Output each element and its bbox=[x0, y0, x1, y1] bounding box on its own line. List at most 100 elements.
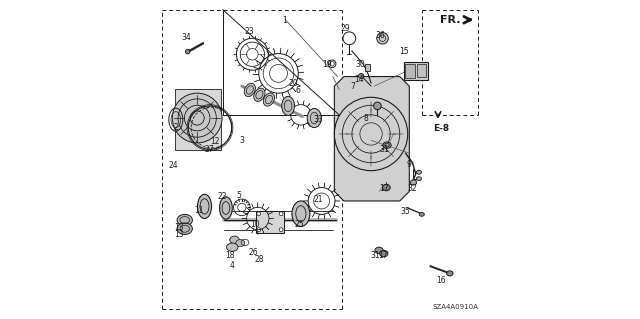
Text: 17: 17 bbox=[378, 251, 387, 260]
Text: 15: 15 bbox=[399, 47, 408, 56]
Polygon shape bbox=[268, 48, 270, 49]
Polygon shape bbox=[334, 77, 410, 201]
Text: 31: 31 bbox=[370, 251, 380, 260]
Bar bbox=[417, 64, 426, 77]
Text: 31: 31 bbox=[379, 145, 388, 154]
Polygon shape bbox=[287, 91, 291, 96]
Ellipse shape bbox=[236, 240, 244, 247]
Polygon shape bbox=[298, 125, 299, 129]
Polygon shape bbox=[243, 38, 244, 41]
Ellipse shape bbox=[307, 108, 321, 128]
Ellipse shape bbox=[375, 247, 383, 254]
Polygon shape bbox=[262, 229, 264, 233]
Polygon shape bbox=[252, 204, 253, 208]
Bar bbox=[365, 64, 371, 71]
Text: 22: 22 bbox=[218, 192, 227, 201]
Polygon shape bbox=[298, 100, 299, 105]
Text: FR.: FR. bbox=[440, 15, 460, 25]
Polygon shape bbox=[268, 212, 273, 214]
Text: 19: 19 bbox=[322, 60, 332, 69]
Polygon shape bbox=[292, 123, 294, 126]
Polygon shape bbox=[268, 223, 273, 225]
Circle shape bbox=[377, 33, 388, 44]
Polygon shape bbox=[303, 125, 304, 129]
Polygon shape bbox=[298, 78, 303, 79]
Text: 12: 12 bbox=[211, 137, 220, 146]
Polygon shape bbox=[318, 214, 319, 219]
Text: 24: 24 bbox=[168, 161, 178, 170]
Polygon shape bbox=[260, 68, 262, 70]
Polygon shape bbox=[267, 51, 269, 56]
Ellipse shape bbox=[220, 197, 232, 219]
Polygon shape bbox=[269, 92, 271, 97]
Text: 26: 26 bbox=[248, 248, 258, 256]
Polygon shape bbox=[332, 189, 336, 192]
Polygon shape bbox=[264, 64, 267, 66]
Circle shape bbox=[257, 228, 260, 232]
Ellipse shape bbox=[292, 201, 310, 226]
Polygon shape bbox=[312, 212, 315, 217]
Polygon shape bbox=[266, 207, 269, 211]
Polygon shape bbox=[280, 48, 281, 54]
Ellipse shape bbox=[177, 214, 193, 226]
Text: 34: 34 bbox=[181, 33, 191, 42]
Ellipse shape bbox=[177, 223, 193, 234]
Polygon shape bbox=[332, 210, 336, 213]
Polygon shape bbox=[268, 60, 270, 61]
Ellipse shape bbox=[244, 83, 255, 97]
Ellipse shape bbox=[282, 96, 294, 115]
Polygon shape bbox=[324, 214, 325, 219]
Polygon shape bbox=[297, 65, 303, 67]
Text: 27: 27 bbox=[204, 145, 214, 154]
Polygon shape bbox=[307, 210, 312, 213]
Ellipse shape bbox=[447, 271, 453, 276]
Polygon shape bbox=[334, 205, 339, 207]
Text: 8: 8 bbox=[364, 114, 368, 122]
Polygon shape bbox=[252, 229, 253, 233]
Text: 1: 1 bbox=[282, 16, 287, 25]
Text: 18: 18 bbox=[225, 251, 235, 260]
Ellipse shape bbox=[198, 194, 212, 219]
Text: 35: 35 bbox=[401, 207, 410, 216]
Ellipse shape bbox=[230, 236, 239, 244]
Polygon shape bbox=[253, 74, 259, 75]
Ellipse shape bbox=[417, 170, 422, 174]
Polygon shape bbox=[287, 119, 292, 121]
Polygon shape bbox=[328, 185, 331, 189]
Polygon shape bbox=[260, 38, 262, 41]
Polygon shape bbox=[257, 61, 262, 63]
Polygon shape bbox=[292, 103, 294, 107]
Polygon shape bbox=[175, 89, 221, 150]
Bar bbox=[406, 64, 415, 78]
Polygon shape bbox=[238, 42, 240, 44]
Polygon shape bbox=[296, 83, 301, 86]
Text: 2: 2 bbox=[173, 123, 178, 132]
Text: 5: 5 bbox=[236, 191, 241, 200]
Circle shape bbox=[172, 93, 222, 143]
Text: 32: 32 bbox=[408, 184, 417, 193]
Polygon shape bbox=[307, 189, 312, 192]
Text: 17: 17 bbox=[379, 184, 388, 193]
Bar bbox=[404, 62, 428, 80]
Ellipse shape bbox=[186, 49, 190, 54]
Polygon shape bbox=[266, 226, 269, 230]
Text: 7: 7 bbox=[351, 82, 355, 91]
Polygon shape bbox=[294, 58, 300, 62]
Text: 6: 6 bbox=[296, 86, 301, 95]
Ellipse shape bbox=[380, 250, 388, 257]
Polygon shape bbox=[304, 205, 309, 207]
Polygon shape bbox=[262, 204, 264, 208]
Ellipse shape bbox=[419, 212, 424, 216]
Ellipse shape bbox=[358, 73, 364, 78]
Polygon shape bbox=[292, 88, 296, 92]
Polygon shape bbox=[307, 103, 310, 107]
Polygon shape bbox=[253, 67, 259, 69]
Polygon shape bbox=[328, 212, 331, 217]
Text: 9: 9 bbox=[406, 160, 411, 169]
Text: 21: 21 bbox=[314, 195, 323, 204]
Bar bbox=[255, 211, 284, 233]
Circle shape bbox=[257, 212, 260, 216]
Text: E-8: E-8 bbox=[433, 124, 449, 133]
Polygon shape bbox=[235, 48, 237, 49]
Text: 16: 16 bbox=[436, 276, 446, 285]
